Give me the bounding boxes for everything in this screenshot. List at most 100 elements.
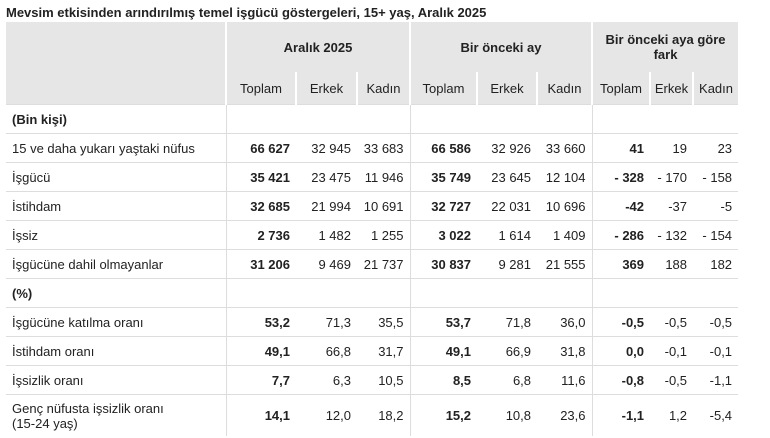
value-cell: 53,7	[409, 307, 478, 337]
row-label: İşgücüne katılma oranı	[6, 307, 226, 337]
value-cell: 53,2	[225, 307, 296, 337]
row-label: (%)	[6, 278, 226, 308]
column-header: Erkek	[649, 72, 694, 105]
value-cell: 15,2	[409, 394, 478, 436]
value-cell: 33 683	[357, 133, 411, 163]
value-cell: 31,8	[537, 336, 593, 366]
value-cell: 188	[650, 249, 694, 279]
empty-cell	[477, 104, 538, 134]
value-cell: 12,0	[296, 394, 357, 436]
row-label: İşgücüne dahil olmayanlar	[6, 249, 226, 279]
empty-cell	[225, 278, 296, 308]
empty-cell	[591, 104, 651, 134]
data-row: İşgücü 35 421 23 475 11 946 35 749 23 645 12 1…	[6, 162, 739, 192]
row-label: İstihdam oranı	[6, 336, 226, 366]
value-cell: -37	[650, 191, 694, 221]
column-header: Toplam	[225, 72, 296, 105]
value-cell: 32 945	[296, 133, 357, 163]
value-cell: 1 255	[357, 220, 411, 250]
empty-cell	[650, 104, 694, 134]
data-row: İstihdam oranı 49,1 66,8 31,7 49,1 66,9 31,8 0,…	[6, 336, 739, 366]
value-cell: 21 737	[357, 249, 411, 279]
value-cell: 35 421	[225, 162, 296, 192]
corner-cell	[6, 72, 226, 105]
value-cell: -0,1	[650, 336, 694, 366]
value-cell: 23	[693, 133, 739, 163]
value-cell: 10 691	[357, 191, 411, 221]
data-row: İşgücüne dahil olmayanlar 31 206 9 469 21 7…	[6, 249, 739, 279]
row-label: İşsizlik oranı	[6, 365, 226, 395]
empty-cell	[650, 278, 694, 308]
empty-cell	[409, 278, 478, 308]
value-cell: 11 946	[357, 162, 411, 192]
column-header: Kadın	[692, 72, 739, 105]
value-cell: 7,7	[225, 365, 296, 395]
value-cell: 49,1	[225, 336, 296, 366]
value-cell: 36,0	[537, 307, 593, 337]
value-cell: -1,1	[591, 394, 651, 436]
group-header: Bir önceki ay	[409, 22, 593, 72]
column-header: Toplam	[409, 72, 478, 105]
value-cell: 35,5	[357, 307, 411, 337]
empty-cell	[296, 278, 357, 308]
value-cell: 66,8	[296, 336, 357, 366]
value-cell: -5,4	[693, 394, 739, 436]
data-row: Genç nüfusta işsizlik oranı (15-24 yaş) 1…	[6, 394, 739, 436]
column-header: Erkek	[476, 72, 538, 105]
data-row: İşsiz 2 736 1 482 1 255 3 022 1 614 1 409- 286…	[6, 220, 739, 250]
value-cell: 0,0	[591, 336, 651, 366]
table-head: Aralık 2025 Bir önceki ay Bir önceki aya g…	[6, 22, 739, 105]
value-cell: -0,5	[650, 365, 694, 395]
value-cell: 32 926	[477, 133, 538, 163]
value-cell: 66,9	[477, 336, 538, 366]
value-cell: 9 281	[477, 249, 538, 279]
group-header-row: Aralık 2025 Bir önceki ay Bir önceki aya g…	[6, 22, 739, 72]
empty-cell	[477, 278, 538, 308]
group-header: Aralık 2025	[224, 22, 411, 72]
value-cell: -0,5	[693, 307, 739, 337]
value-cell: - 286	[591, 220, 651, 250]
value-cell: 6,8	[477, 365, 538, 395]
value-cell: 32 727	[409, 191, 478, 221]
row-label: İstihdam	[6, 191, 226, 221]
value-cell: - 328	[591, 162, 651, 192]
empty-cell	[357, 104, 411, 134]
value-cell: -0,5	[650, 307, 694, 337]
value-cell: 14,1	[225, 394, 296, 436]
row-label: 15 ve daha yukarı yaştaki nüfus	[6, 133, 226, 163]
row-label: İşsiz	[6, 220, 226, 250]
row-label: Genç nüfusta işsizlik oranı (15-24 yaş)	[6, 394, 226, 436]
value-cell: 33 660	[537, 133, 593, 163]
value-cell: 66 586	[409, 133, 478, 163]
value-cell: - 132	[650, 220, 694, 250]
empty-cell	[591, 278, 651, 308]
value-cell: 1 614	[477, 220, 538, 250]
value-cell: -42	[591, 191, 651, 221]
column-header: Erkek	[295, 72, 357, 105]
value-cell: 1 482	[296, 220, 357, 250]
value-cell: 22 031	[477, 191, 538, 221]
empty-cell	[296, 104, 357, 134]
value-cell: 71,3	[296, 307, 357, 337]
empty-cell	[357, 278, 411, 308]
column-header: Kadın	[355, 72, 411, 105]
value-cell: - 170	[650, 162, 694, 192]
value-cell: -1,1	[693, 365, 739, 395]
value-cell: 71,8	[477, 307, 538, 337]
value-cell: 31,7	[357, 336, 411, 366]
row-label: İşgücü	[6, 162, 226, 192]
empty-cell	[537, 278, 593, 308]
row-label: (Bin kişi)	[6, 104, 226, 134]
value-cell: 41	[591, 133, 651, 163]
value-cell: 49,1	[409, 336, 478, 366]
value-cell: 8,5	[409, 365, 478, 395]
value-cell: - 158	[693, 162, 739, 192]
empty-cell	[693, 104, 739, 134]
value-cell: 10,8	[477, 394, 538, 436]
value-cell: 182	[693, 249, 739, 279]
value-cell: 23 645	[477, 162, 538, 192]
data-row: 15 ve daha yukarı yaştaki nüfus 66 627 32 …	[6, 133, 739, 163]
value-cell: 11,6	[537, 365, 593, 395]
empty-cell	[537, 104, 593, 134]
